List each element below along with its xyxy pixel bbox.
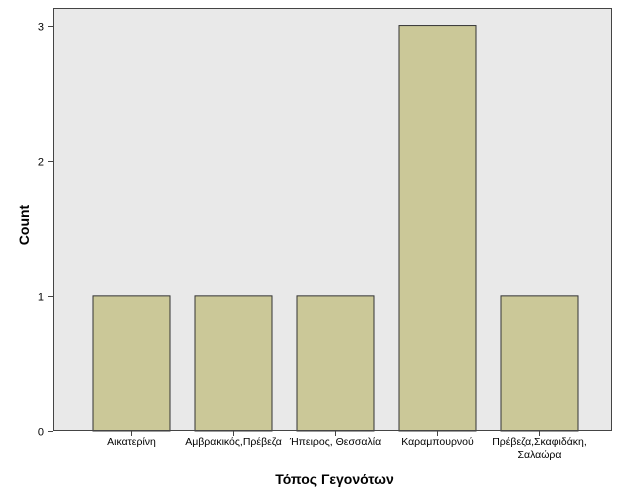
- x-axis: [131, 431, 540, 436]
- y-axis: 0 1 2 3: [38, 22, 53, 439]
- bar-1: [92, 295, 171, 432]
- x-tick-label: Πρέβεζα,Σκαφιδάκη, Σαλαώρα: [492, 436, 587, 461]
- x-axis-title: Τόπος Γεγονότων: [275, 471, 394, 487]
- x-tick-label: Αμβρακικός,Πρέβεζα: [185, 436, 282, 448]
- y-tick-label: 1: [38, 292, 44, 304]
- bar-4: [398, 25, 477, 432]
- y-tick-label: 3: [38, 22, 44, 34]
- bar-3: [296, 295, 375, 432]
- bar-2: [194, 295, 273, 432]
- y-axis-title: Count: [16, 204, 32, 245]
- bars-group: [92, 25, 579, 432]
- x-tick-label: Καραμπουρνού: [401, 436, 474, 448]
- x-tick-label: Ήπειρος, Θεσσαλία: [289, 436, 382, 448]
- y-tick-label: 0: [38, 427, 44, 439]
- x-tick-label: Αικατερίνη: [107, 436, 156, 448]
- y-tick-label: 2: [38, 157, 44, 169]
- plot-frame: [53, 8, 612, 431]
